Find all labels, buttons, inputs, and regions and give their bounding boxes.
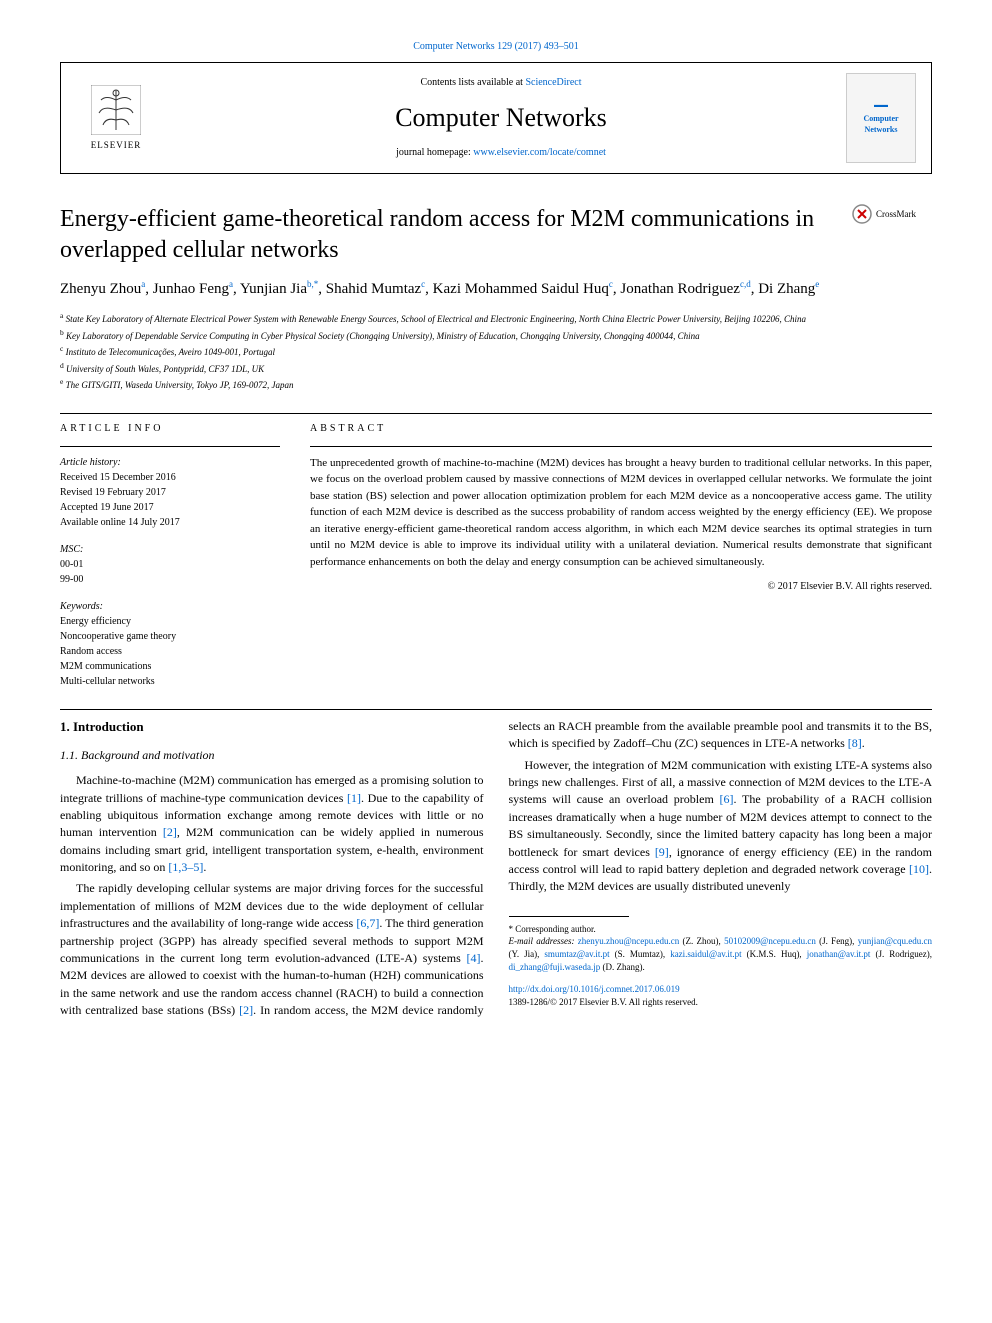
keyword: Multi-cellular networks: [60, 676, 155, 687]
header-citation: Computer Networks 129 (2017) 493–501: [60, 40, 932, 54]
doi-link[interactable]: http://dx.doi.org/10.1016/j.comnet.2017.…: [509, 984, 680, 994]
keyword: M2M communications: [60, 661, 151, 672]
msc-label: MSC:: [60, 544, 83, 555]
divider: [310, 446, 932, 447]
crossmark-label: CrossMark: [876, 208, 916, 221]
article-title: Energy-efficient game-theoretical random…: [60, 204, 932, 266]
doi-block: http://dx.doi.org/10.1016/j.comnet.2017.…: [509, 983, 933, 1009]
homepage-link[interactable]: www.elsevier.com/locate/comnet: [473, 147, 606, 158]
history-online: Available online 14 July 2017: [60, 517, 180, 528]
msc-code-1: 99-00: [60, 574, 83, 585]
body-para: Machine-to-machine (M2M) communication h…: [60, 772, 484, 876]
keyword: Energy efficiency: [60, 616, 131, 627]
keyword: Random access: [60, 646, 122, 657]
journal-title: Computer Networks: [156, 100, 846, 136]
section-1-1-heading: 1.1. Background and motivation: [60, 747, 484, 764]
elsevier-logo: ELSEVIER: [76, 78, 156, 158]
crossmark-icon: [852, 204, 872, 224]
abstract-head: ABSTRACT: [310, 422, 932, 436]
header-center: Contents lists available at ScienceDirec…: [156, 76, 846, 160]
homepage-prefix: journal homepage:: [396, 147, 473, 158]
divider: [60, 709, 932, 710]
footnotes: * Corresponding author. E-mail addresses…: [509, 923, 933, 973]
msc-code-0: 00-01: [60, 559, 83, 570]
email-label: E-mail addresses:: [509, 936, 575, 946]
history-received: Received 15 December 2016: [60, 472, 176, 483]
affiliations: a State Key Laboratory of Alternate Elec…: [60, 310, 932, 393]
article-history: Article history: Received 15 December 20…: [60, 455, 280, 530]
contents-line: Contents lists available at ScienceDirec…: [156, 76, 846, 90]
corresponding-author-note: * Corresponding author.: [509, 923, 933, 936]
keyword: Noncooperative game theory: [60, 631, 176, 642]
keywords-label: Keywords:: [60, 601, 103, 612]
elsevier-tree-icon: [91, 85, 141, 135]
history-label: Article history:: [60, 457, 121, 468]
journal-header: ELSEVIER Contents lists available at Sci…: [60, 62, 932, 174]
elsevier-label: ELSEVIER: [91, 139, 142, 152]
article-info-head: ARTICLE INFO: [60, 422, 280, 436]
history-revised: Revised 19 February 2017: [60, 487, 166, 498]
msc-block: MSC: 00-01 99-00: [60, 542, 280, 587]
history-accepted: Accepted 19 June 2017: [60, 502, 154, 513]
authors-list: Zhenyu Zhoua, Junhao Fenga, Yunjian Jiab…: [60, 278, 932, 300]
divider: [60, 413, 932, 414]
journal-cover: ▬▬ Computer Networks: [846, 73, 916, 163]
footnote-separator: [509, 916, 629, 917]
abstract-text: The unprecedented growth of machine-to-m…: [310, 455, 932, 571]
cover-text: Computer Networks: [851, 113, 911, 135]
divider: [60, 446, 280, 447]
crossmark-badge[interactable]: CrossMark: [852, 204, 932, 224]
doi-copyright: 1389-1286/© 2017 Elsevier B.V. All right…: [509, 997, 698, 1007]
contents-prefix: Contents lists available at: [420, 77, 525, 88]
keywords-block: Keywords: Energy efficiency Noncooperati…: [60, 599, 280, 689]
sciencedirect-link[interactable]: ScienceDirect: [525, 77, 581, 88]
homepage-line: journal homepage: www.elsevier.com/locat…: [156, 146, 846, 160]
section-1-heading: 1. Introduction: [60, 718, 484, 737]
body-para: However, the integration of M2M communic…: [509, 757, 933, 896]
abstract-copyright: © 2017 Elsevier B.V. All rights reserved…: [310, 580, 932, 594]
